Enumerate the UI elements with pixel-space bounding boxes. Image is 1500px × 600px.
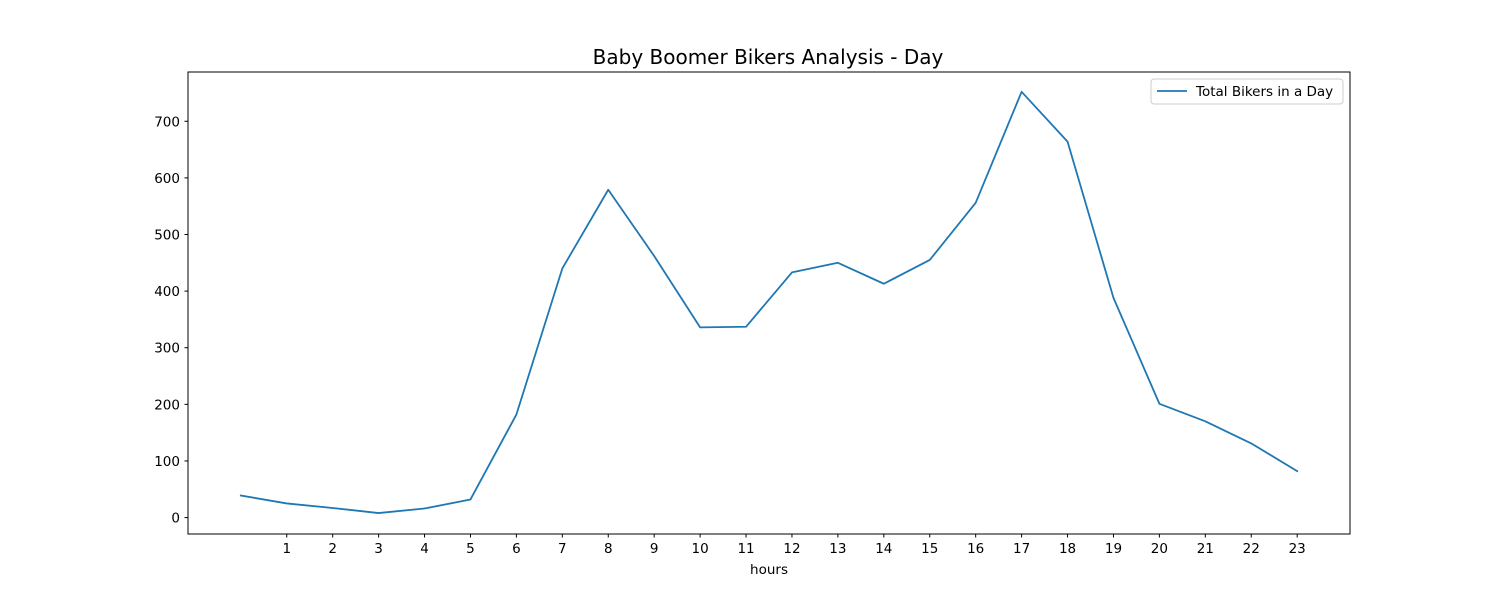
- x-axis: 1 2 3 4 5 6 7 8 9 10 11 12 13 14 15 16 17 18 19 20 21 22 23: [282, 534, 1306, 557]
- x-tick-label: 5: [466, 541, 475, 557]
- y-tick-label: 600: [154, 171, 180, 187]
- y-tick-label: 100: [154, 454, 180, 470]
- x-tick-label: 15: [921, 541, 938, 557]
- x-tick-label: 11: [737, 541, 754, 557]
- x-tick-label: 7: [558, 541, 567, 557]
- legend-label: Total Bikers in a Day: [1195, 84, 1333, 100]
- x-tick-label: 22: [1243, 541, 1260, 557]
- x-tick-label: 21: [1197, 541, 1214, 557]
- x-tick-label: 14: [875, 541, 892, 557]
- series-line: [239, 90, 1299, 514]
- x-tick-label: 16: [967, 541, 984, 557]
- x-tick-label: 20: [1151, 541, 1168, 557]
- x-tick-label: 2: [328, 541, 337, 557]
- x-tick-label: 8: [604, 541, 613, 557]
- series-layer: [239, 90, 1299, 514]
- y-tick-label: 500: [154, 227, 180, 243]
- x-tick-label: 4: [420, 541, 429, 557]
- legend-frame: [1150, 78, 1344, 105]
- y-axis: 0 100 200 300 400 500 600 700: [154, 114, 188, 527]
- x-tick-label: 17: [1013, 541, 1030, 557]
- x-tick-label: 19: [1105, 541, 1122, 557]
- x-tick-label: 10: [692, 541, 709, 557]
- y-tick-label: 700: [154, 114, 180, 130]
- y-tick-label: 300: [154, 341, 180, 357]
- x-tick-label: 18: [1059, 541, 1076, 557]
- y-tick-label: 0: [171, 511, 180, 527]
- x-tick-label: 9: [650, 541, 659, 557]
- x-tick-label: 13: [829, 541, 846, 557]
- legend: Total Bikers in a Day: [1150, 78, 1344, 105]
- x-tick-label: 6: [512, 541, 521, 557]
- chart-title: Baby Boomer Bikers Analysis - Day: [593, 45, 944, 69]
- x-tick-label: 3: [374, 541, 383, 557]
- x-tick-label: 1: [282, 541, 291, 557]
- x-tick-label: 12: [783, 541, 800, 557]
- x-axis-label: hours: [750, 562, 788, 578]
- plot-frame: [187, 71, 1351, 535]
- x-tick-label: 23: [1289, 541, 1306, 557]
- y-tick-label: 400: [154, 284, 180, 300]
- y-tick-label: 200: [154, 397, 180, 413]
